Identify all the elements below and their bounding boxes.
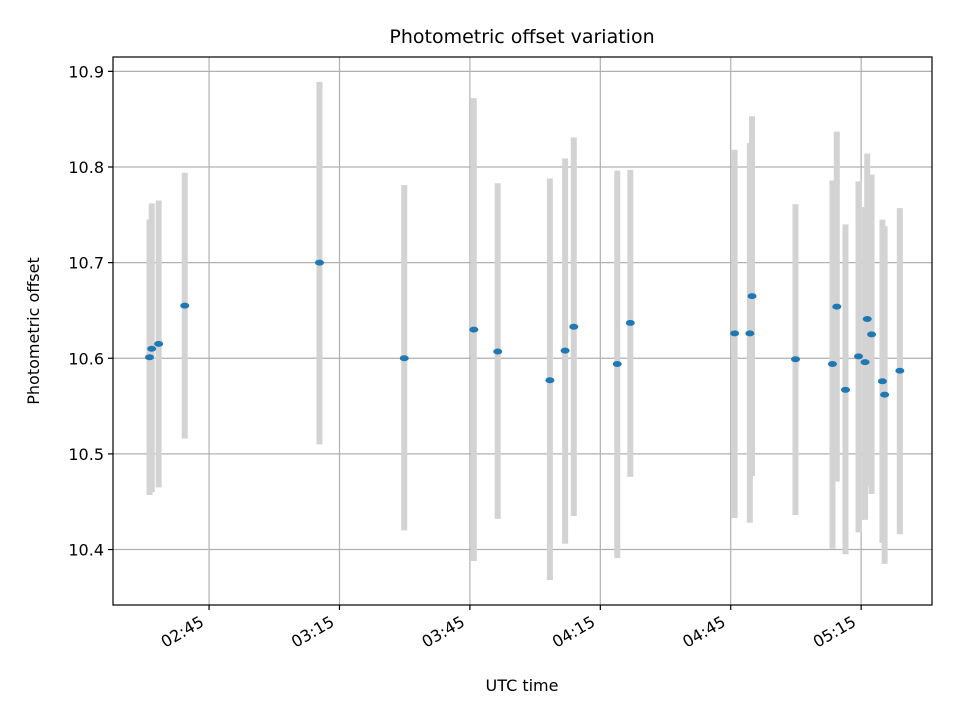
chart-title: Photometric offset variation bbox=[389, 26, 654, 48]
data-point bbox=[745, 330, 755, 337]
data-point bbox=[493, 348, 503, 355]
data-point bbox=[877, 378, 887, 385]
data-point bbox=[545, 377, 555, 384]
data-point bbox=[854, 353, 864, 360]
data-point bbox=[827, 360, 837, 367]
plot-frame bbox=[112, 56, 933, 606]
y-tick-label: 10.5 bbox=[68, 445, 104, 464]
data-point bbox=[862, 316, 872, 323]
data-point bbox=[147, 345, 157, 352]
data-point bbox=[880, 391, 890, 398]
data-point bbox=[840, 386, 850, 393]
x-axis-label: UTC time bbox=[486, 676, 559, 695]
data-point bbox=[145, 354, 155, 361]
data-point bbox=[560, 347, 570, 354]
y-tick-label: 10.9 bbox=[68, 62, 104, 81]
y-axis-ticks: 10.4 10.5 10.6 10.7 10.8 10.9 bbox=[68, 62, 113, 560]
data-point bbox=[867, 331, 877, 338]
y-tick-label: 10.8 bbox=[68, 158, 104, 177]
y-tick-label: 10.6 bbox=[68, 349, 104, 368]
y-axis-label: Photometric offset bbox=[24, 257, 43, 405]
data-point bbox=[832, 303, 842, 310]
data-point bbox=[469, 326, 479, 333]
data-point bbox=[154, 340, 164, 347]
data-point bbox=[625, 319, 635, 326]
data-point bbox=[860, 359, 870, 366]
data-point bbox=[180, 302, 190, 309]
data-point bbox=[730, 330, 740, 337]
data-point bbox=[314, 259, 324, 266]
data-points bbox=[145, 259, 905, 398]
data-point bbox=[747, 293, 757, 300]
data-point bbox=[612, 360, 622, 367]
data-point bbox=[791, 356, 800, 363]
data-point bbox=[895, 367, 905, 374]
y-tick-label: 10.7 bbox=[68, 254, 104, 273]
data-point bbox=[399, 355, 409, 362]
y-tick-label: 10.4 bbox=[68, 541, 104, 560]
data-point bbox=[569, 323, 579, 330]
